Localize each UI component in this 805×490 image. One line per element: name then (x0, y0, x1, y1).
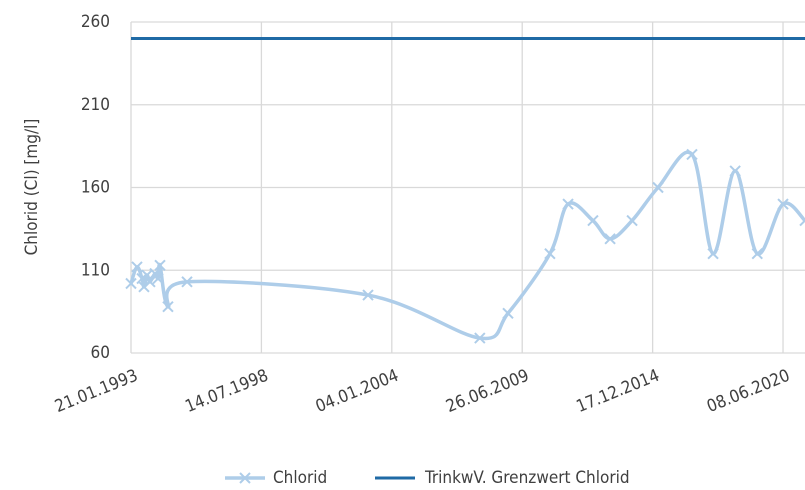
x-tick-label: 14.07.1998 (182, 366, 271, 417)
y-tick-label: 60 (91, 343, 110, 363)
data-point (587, 214, 599, 227)
x-tick-label: 21.01.1993 (52, 366, 141, 417)
data-line (129, 150, 805, 341)
x-tick-label: 08.06.2020 (704, 366, 793, 417)
data-point (562, 198, 574, 210)
data-point (474, 332, 486, 344)
data-point (162, 300, 174, 313)
y-tick-label: 110 (81, 260, 110, 280)
data-point (686, 148, 698, 161)
data-point (729, 165, 741, 177)
legend-label: Chlorid (273, 468, 327, 488)
y-tick-label: 160 (81, 178, 110, 198)
x-tick-label: 17.12.2014 (574, 366, 663, 417)
data-point (125, 277, 137, 290)
legend-label: TrinkwV. Grenzwert Chlorid (424, 468, 630, 488)
data-point (152, 272, 164, 285)
y-axis-label: Chlorid (Cl) [mg/l] (22, 119, 42, 256)
data-point (154, 259, 166, 271)
data-point (652, 181, 664, 194)
data-point (136, 272, 148, 285)
x-tick-label: 26.06.2009 (443, 366, 532, 417)
data-point (751, 247, 763, 260)
legend-marker (239, 472, 251, 484)
x-tick-label: 04.01.2004 (313, 366, 402, 417)
data-point (777, 198, 789, 210)
data-point (626, 214, 638, 227)
data-point (544, 247, 556, 260)
data-point (502, 307, 514, 319)
data-point (604, 233, 616, 245)
data-point (362, 289, 374, 301)
data-point (707, 247, 719, 260)
y-tick-label: 260 (81, 12, 110, 32)
data-point (799, 214, 805, 227)
data-point (131, 261, 143, 273)
data-point (181, 276, 193, 288)
y-tick-label: 210 (81, 95, 110, 115)
data-point (144, 276, 156, 288)
